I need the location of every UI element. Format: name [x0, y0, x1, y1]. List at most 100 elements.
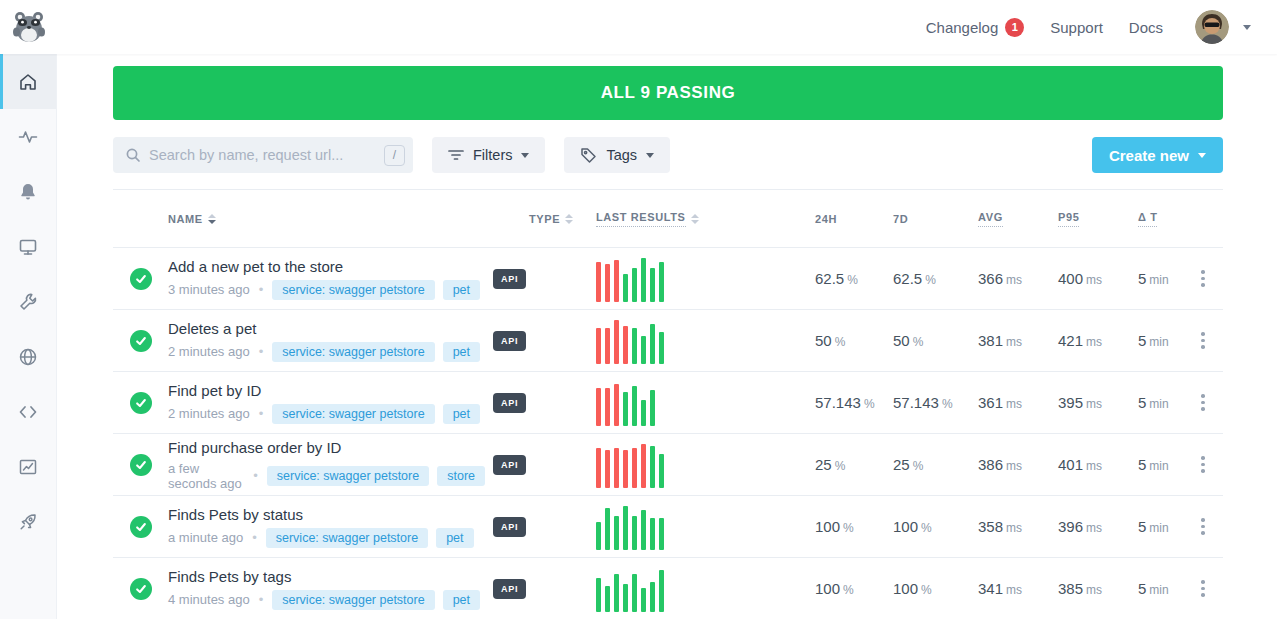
- result-bar-pass[interactable]: [605, 586, 610, 612]
- sidebar-item-activity[interactable]: [0, 109, 56, 164]
- sidebar-item-dashboards[interactable]: [0, 219, 56, 274]
- result-bar-pass[interactable]: [650, 582, 655, 612]
- header-last-results[interactable]: LAST RESULTS: [573, 211, 793, 227]
- result-bar-fail[interactable]: [605, 450, 610, 488]
- result-bar-fail[interactable]: [614, 260, 619, 302]
- tag-pill[interactable]: service: swagger petstore: [266, 528, 428, 548]
- result-bar-fail[interactable]: [596, 328, 601, 364]
- result-bar-pass[interactable]: [632, 386, 637, 426]
- result-bar-pass[interactable]: [650, 390, 655, 426]
- header-type[interactable]: TYPE: [485, 213, 573, 225]
- last-results-bars[interactable]: [596, 504, 793, 550]
- row-menu-kebab-icon[interactable]: [1183, 390, 1223, 415]
- check-name-link[interactable]: Find purchase order by ID: [168, 439, 485, 456]
- result-bar-fail[interactable]: [605, 328, 610, 364]
- tag-pill[interactable]: pet: [443, 590, 480, 610]
- tag-pill[interactable]: pet: [443, 404, 480, 424]
- check-name-link[interactable]: Find pet by ID: [168, 382, 485, 399]
- result-bar-pass[interactable]: [623, 274, 628, 302]
- result-bar-pass[interactable]: [659, 518, 664, 550]
- result-bar-fail[interactable]: [614, 448, 619, 488]
- sort-type-icon[interactable]: [565, 214, 573, 224]
- result-bar-pass[interactable]: [623, 584, 628, 612]
- sidebar-item-alerts[interactable]: [0, 164, 56, 219]
- result-bar-pass[interactable]: [659, 570, 664, 612]
- result-bar-fail[interactable]: [623, 326, 628, 364]
- result-bar-pass[interactable]: [623, 506, 628, 550]
- table-row[interactable]: Find purchase order by ID a few seconds …: [113, 434, 1223, 496]
- search-box[interactable]: /: [113, 137, 413, 173]
- account-menu[interactable]: [1195, 10, 1251, 44]
- tag-pill[interactable]: store: [437, 466, 485, 486]
- avatar[interactable]: [1195, 10, 1229, 44]
- tag-pill[interactable]: service: swagger petstore: [267, 466, 429, 486]
- check-name-link[interactable]: Finds Pets by tags: [168, 568, 485, 585]
- table-row[interactable]: Find pet by ID 2 minutes ago • service: …: [113, 372, 1223, 434]
- result-bar-pass[interactable]: [650, 446, 655, 488]
- result-bar-pass[interactable]: [641, 258, 646, 302]
- result-bar-pass[interactable]: [641, 336, 646, 364]
- nav-support[interactable]: Support: [1050, 19, 1103, 36]
- last-results-bars[interactable]: [596, 380, 793, 426]
- filters-button[interactable]: Filters: [432, 137, 545, 173]
- result-bar-pass[interactable]: [641, 510, 646, 550]
- result-bar-pass[interactable]: [605, 508, 610, 550]
- header-p95[interactable]: P95: [1036, 211, 1116, 227]
- result-bar-fail[interactable]: [614, 384, 619, 426]
- result-bar-pass[interactable]: [650, 268, 655, 302]
- row-menu-kebab-icon[interactable]: [1183, 452, 1223, 477]
- account-caret-icon[interactable]: [1243, 25, 1251, 30]
- row-menu-kebab-icon[interactable]: [1183, 576, 1223, 601]
- result-bar-pass[interactable]: [623, 392, 628, 426]
- result-bar-fail[interactable]: [596, 388, 601, 426]
- result-bar-fail[interactable]: [605, 388, 610, 426]
- table-row[interactable]: Finds Pets by status a minute ago • serv…: [113, 496, 1223, 558]
- status-banner[interactable]: ALL 9 PASSING: [113, 66, 1223, 120]
- last-results-bars[interactable]: [596, 256, 793, 302]
- table-row[interactable]: Add a new pet to the store 3 minutes ago…: [113, 248, 1223, 310]
- search-input[interactable]: [149, 147, 376, 163]
- last-results-bars[interactable]: [596, 442, 793, 488]
- last-results-bars[interactable]: [596, 318, 793, 364]
- nav-docs[interactable]: Docs: [1129, 19, 1163, 36]
- result-bar-pass[interactable]: [596, 522, 601, 550]
- header-avg[interactable]: AVG: [956, 211, 1036, 227]
- result-bar-pass[interactable]: [641, 588, 646, 612]
- sidebar-item-analytics[interactable]: [0, 439, 56, 494]
- check-name-link[interactable]: Finds Pets by status: [168, 506, 485, 523]
- raccoon-logo[interactable]: [10, 8, 48, 46]
- tag-pill[interactable]: service: swagger petstore: [272, 404, 434, 424]
- sidebar-item-home[interactable]: [0, 54, 56, 109]
- result-bar-pass[interactable]: [650, 518, 655, 550]
- tags-button[interactable]: Tags: [564, 137, 670, 173]
- result-bar-fail[interactable]: [596, 448, 601, 488]
- check-name-link[interactable]: Add a new pet to the store: [168, 258, 485, 275]
- tag-pill[interactable]: pet: [443, 280, 480, 300]
- result-bar-pass[interactable]: [632, 574, 637, 612]
- result-bar-pass[interactable]: [632, 268, 637, 302]
- tag-pill[interactable]: service: swagger petstore: [272, 342, 434, 362]
- header-delta-t[interactable]: Δ T: [1116, 211, 1183, 227]
- row-menu-kebab-icon[interactable]: [1183, 514, 1223, 539]
- sidebar-item-quickstart[interactable]: [0, 494, 56, 549]
- result-bar-pass[interactable]: [641, 400, 646, 426]
- result-bar-pass[interactable]: [659, 332, 664, 364]
- result-bar-fail[interactable]: [641, 444, 646, 488]
- result-bar-fail[interactable]: [623, 450, 628, 488]
- last-results-bars[interactable]: [596, 566, 793, 612]
- tag-pill[interactable]: service: swagger petstore: [272, 590, 434, 610]
- result-bar-pass[interactable]: [659, 454, 664, 488]
- result-bar-fail[interactable]: [596, 262, 601, 302]
- result-bar-pass[interactable]: [614, 574, 619, 612]
- table-row[interactable]: Finds Pets by tags 4 minutes ago • servi…: [113, 558, 1223, 619]
- result-bar-pass[interactable]: [659, 262, 664, 302]
- sidebar-item-snippets[interactable]: [0, 384, 56, 439]
- row-menu-kebab-icon[interactable]: [1183, 266, 1223, 291]
- result-bar-fail[interactable]: [605, 264, 610, 302]
- result-bar-pass[interactable]: [650, 324, 655, 364]
- tag-pill[interactable]: pet: [443, 342, 480, 362]
- check-name-link[interactable]: Deletes a pet: [168, 320, 485, 337]
- table-row[interactable]: Deletes a pet 2 minutes ago • service: s…: [113, 310, 1223, 372]
- sidebar-item-maintenance[interactable]: [0, 274, 56, 329]
- result-bar-fail[interactable]: [614, 320, 619, 364]
